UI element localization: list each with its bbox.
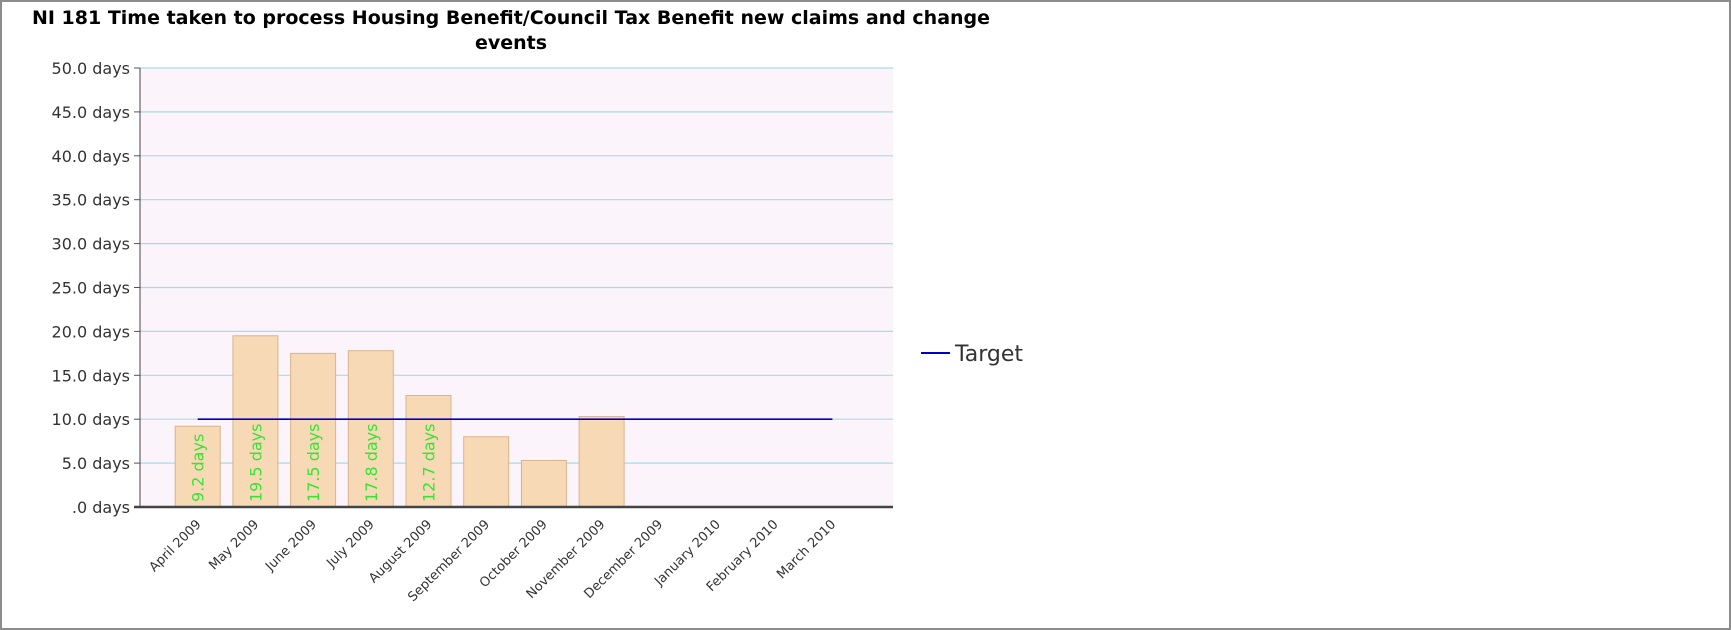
bar (174, 425, 221, 508)
bar (578, 416, 625, 508)
x-tick-label: April 2009 (147, 517, 205, 575)
y-tick-label: 40.0 days (52, 147, 130, 166)
legend-label-target: Target (954, 342, 1023, 367)
data-label: 12.7 days (420, 424, 439, 502)
data-label: 9.2 days (189, 434, 208, 502)
y-tick-label: 45.0 days (52, 103, 130, 122)
data-label: 19.5 days (246, 424, 265, 502)
y-tick-label: 30.0 days (52, 235, 130, 254)
y-tick-label: 5.0 days (62, 454, 130, 473)
y-tick-label: 15.0 days (52, 366, 130, 385)
bar (520, 459, 567, 508)
y-tick-label: .0 days (72, 498, 130, 517)
y-tick-label: 25.0 days (52, 279, 130, 298)
y-tick-label: 20.0 days (52, 322, 130, 341)
bar (405, 394, 452, 508)
data-label: 17.5 days (304, 424, 323, 502)
bar (347, 350, 394, 508)
bar (290, 352, 337, 508)
chart-title: NI 181 Time taken to process Housing Ben… (31, 7, 991, 54)
y-tick-label: 50.0 days (52, 59, 130, 78)
y-tick-label: 10.0 days (52, 410, 130, 429)
x-tick-label: March 2010 (774, 517, 839, 582)
bar (463, 436, 510, 508)
x-tick-label: May 2009 (206, 517, 262, 573)
data-label: 17.8 days (362, 424, 381, 502)
x-tick-label: July 2009 (323, 517, 377, 571)
bar (232, 335, 279, 508)
y-tick-label: 35.0 days (52, 191, 130, 210)
x-tick-label: June 2009 (262, 517, 320, 575)
